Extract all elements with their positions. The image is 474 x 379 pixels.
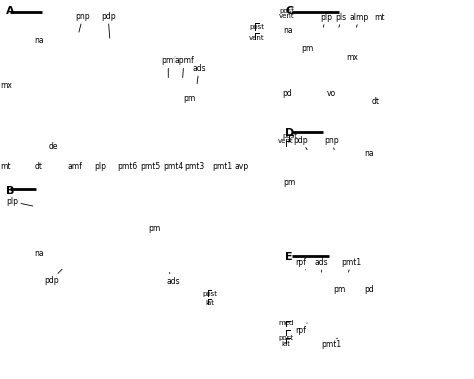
Text: pdp: pdp: [44, 269, 62, 285]
Text: post: post: [202, 291, 217, 297]
Text: B: B: [6, 186, 14, 196]
Text: post: post: [249, 23, 264, 30]
Text: na: na: [364, 149, 374, 158]
Text: pm: pm: [148, 224, 160, 233]
Text: mx: mx: [0, 81, 12, 90]
Text: na: na: [283, 26, 293, 35]
Text: pd: pd: [282, 89, 292, 99]
Text: pm: pm: [301, 44, 313, 53]
Text: lat: lat: [282, 341, 290, 347]
Text: plp: plp: [320, 13, 332, 27]
Text: pm: pm: [333, 285, 345, 294]
Text: pdp: pdp: [294, 136, 308, 150]
Text: post: post: [283, 133, 298, 139]
Text: pd: pd: [364, 285, 374, 294]
Text: pmf: pmf: [161, 56, 176, 78]
Text: de: de: [48, 142, 58, 151]
Text: mx: mx: [346, 53, 358, 62]
Text: pmt3: pmt3: [184, 161, 204, 171]
Text: na: na: [34, 249, 44, 258]
Text: vent: vent: [279, 13, 294, 19]
Text: E: E: [285, 252, 293, 262]
Text: post: post: [278, 335, 293, 341]
Text: rpf: rpf: [296, 323, 307, 335]
Text: dt: dt: [35, 161, 43, 171]
Text: med: med: [278, 320, 293, 326]
Text: pnp: pnp: [76, 12, 90, 32]
Text: pmt5: pmt5: [141, 161, 161, 171]
Text: mt: mt: [374, 13, 384, 22]
Text: na: na: [34, 36, 44, 45]
Text: pdp: pdp: [101, 12, 115, 38]
Text: C: C: [285, 6, 293, 16]
Text: ads: ads: [315, 258, 328, 272]
Text: apmf: apmf: [174, 56, 194, 78]
Text: pmt1: pmt1: [212, 161, 232, 171]
Text: D: D: [285, 128, 295, 138]
Text: pmt1: pmt1: [321, 338, 341, 349]
Text: pnp: pnp: [325, 136, 339, 150]
Text: lat: lat: [205, 300, 214, 306]
Text: ads: ads: [192, 64, 206, 84]
Text: pm: pm: [283, 178, 295, 187]
Text: avp: avp: [235, 161, 249, 171]
Text: pmt6: pmt6: [117, 161, 137, 171]
Text: vent: vent: [278, 138, 293, 144]
Text: pm: pm: [183, 94, 196, 103]
Text: rpf: rpf: [296, 258, 306, 270]
Text: vo: vo: [327, 89, 337, 99]
Text: mt: mt: [0, 161, 11, 171]
Text: pmt4: pmt4: [163, 161, 183, 171]
Text: plp: plp: [94, 161, 107, 171]
Text: plp: plp: [6, 197, 33, 206]
Text: pmt1: pmt1: [342, 258, 362, 272]
Text: almp: almp: [350, 13, 369, 27]
Text: dt: dt: [372, 97, 379, 106]
Text: A: A: [6, 6, 14, 16]
Text: amf: amf: [67, 161, 82, 171]
Text: vent: vent: [249, 35, 264, 41]
Text: ads: ads: [166, 273, 180, 286]
Text: pls: pls: [336, 13, 347, 27]
Text: post: post: [279, 8, 294, 14]
